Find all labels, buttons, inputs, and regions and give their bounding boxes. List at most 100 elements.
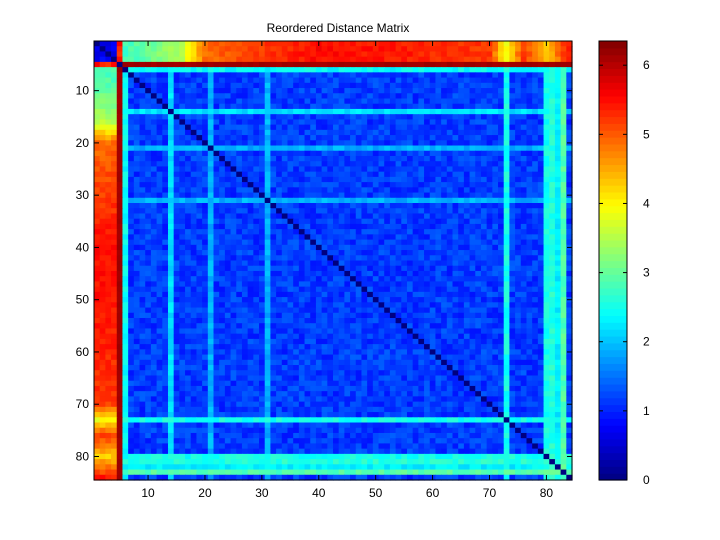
heatmap-cell (270, 265, 277, 272)
heatmap-cell (224, 317, 232, 324)
heatmap-cell (532, 135, 539, 141)
heatmap-cell (435, 291, 442, 298)
heatmap-cell (259, 161, 266, 168)
heatmap-cell (219, 88, 226, 94)
heatmap-cell (452, 208, 459, 215)
heatmap-cell (532, 338, 539, 345)
heatmap-cell (372, 192, 380, 199)
heatmap-cell (253, 103, 260, 110)
heatmap-cell (270, 218, 277, 225)
heatmap-cell (111, 317, 118, 324)
heatmap-cell (247, 286, 254, 293)
heatmap-cell (549, 260, 556, 267)
heatmap-cell (389, 56, 397, 63)
heatmap-cell (99, 119, 106, 126)
heatmap-cell (543, 260, 550, 267)
heatmap-cell (276, 323, 283, 330)
heatmap-cell (105, 260, 112, 267)
heatmap-cell (150, 338, 158, 345)
heatmap-cell (350, 46, 357, 53)
heatmap-cell (128, 344, 135, 350)
heatmap-cell (452, 307, 459, 314)
heatmap-cell (167, 88, 175, 94)
heatmap-cell (372, 161, 380, 168)
heatmap-cell (361, 140, 368, 147)
heatmap-cell (532, 203, 539, 209)
heatmap-cell (202, 56, 209, 63)
heatmap-cell (270, 312, 277, 319)
heatmap-cell (361, 93, 368, 100)
heatmap-cell (549, 51, 556, 58)
heatmap-cell (452, 344, 459, 350)
heatmap-cell (247, 41, 254, 47)
heatmap-cell (310, 244, 317, 251)
heatmap-cell (94, 93, 101, 100)
heatmap-cell (281, 270, 289, 277)
heatmap-cell (395, 213, 402, 220)
heatmap-cell (145, 338, 152, 345)
heatmap-cell (520, 302, 528, 309)
heatmap-cell (492, 41, 499, 47)
heatmap-cell (509, 103, 516, 110)
heatmap-cell (230, 276, 237, 283)
heatmap-cell (486, 161, 493, 168)
heatmap-cell (532, 82, 539, 89)
heatmap-cell (526, 323, 533, 330)
heatmap-cell (259, 297, 266, 303)
heatmap-cell (566, 108, 573, 115)
heatmap-cell (162, 234, 169, 241)
heatmap-cell (293, 93, 300, 100)
heatmap-cell (537, 302, 545, 309)
heatmap-cell (429, 250, 437, 256)
heatmap-cell (406, 276, 414, 283)
heatmap-cell (259, 307, 266, 314)
heatmap-cell (105, 46, 112, 53)
heatmap-cell (224, 302, 232, 309)
heatmap-cell (310, 281, 317, 288)
heatmap-cell (537, 208, 545, 215)
heatmap-cell (253, 297, 260, 303)
heatmap-cell (167, 344, 175, 350)
heatmap-cell (463, 328, 471, 335)
heatmap-cell (116, 218, 124, 225)
heatmap-cell (418, 88, 425, 94)
heatmap-cell (247, 124, 254, 131)
heatmap-cell (298, 234, 306, 241)
heatmap-cell (241, 41, 249, 47)
heatmap-cell (344, 286, 351, 293)
heatmap-cell (435, 72, 442, 79)
heatmap-cell (173, 145, 180, 152)
heatmap-cell (361, 270, 368, 277)
heatmap-cell (384, 176, 391, 183)
heatmap-cell (560, 187, 567, 194)
heatmap-cell (537, 276, 545, 283)
heatmap-cell (361, 129, 368, 136)
heatmap-cell (327, 46, 334, 53)
heatmap-cell (241, 135, 249, 141)
heatmap-cell (94, 203, 101, 209)
heatmap-cell (259, 150, 266, 157)
heatmap-cell (338, 135, 345, 141)
heatmap-cell (361, 291, 368, 298)
heatmap-cell (355, 276, 363, 283)
heatmap-cell (230, 323, 237, 330)
heatmap-cell (566, 328, 573, 335)
heatmap-cell (236, 255, 243, 262)
heatmap-cell (253, 187, 260, 194)
heatmap-cell (321, 129, 328, 136)
heatmap-cell (338, 82, 345, 89)
heatmap-cell (241, 302, 249, 309)
heatmap-cell (327, 72, 334, 79)
heatmap-cell (498, 124, 505, 131)
heatmap-cell (509, 333, 516, 340)
heatmap-cell (367, 317, 374, 324)
heatmap-cell (116, 187, 124, 194)
heatmap-cell (270, 93, 277, 100)
heatmap-cell (344, 302, 351, 309)
heatmap-cell (560, 312, 567, 319)
heatmap-cell (515, 166, 522, 173)
heatmap-cell (270, 108, 277, 115)
heatmap-cell (213, 244, 220, 251)
heatmap-cell (327, 270, 334, 277)
heatmap-cell (293, 328, 300, 335)
